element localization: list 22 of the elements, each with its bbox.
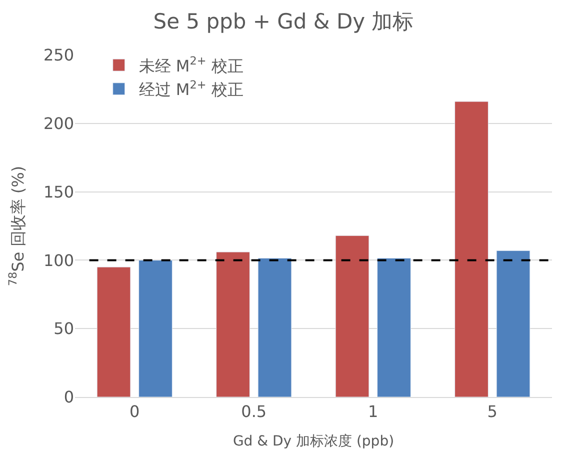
bar <box>377 258 411 397</box>
y-tick-label: 100 <box>43 250 74 270</box>
y-tick-label: 0 <box>64 388 74 407</box>
bar <box>216 252 250 397</box>
y-tick-label: 150 <box>43 182 74 202</box>
bar <box>96 266 131 397</box>
x-tick-label: 5 <box>487 402 498 422</box>
bar <box>496 250 530 397</box>
legend-label: 未经 M$^{2+}$ 校正 <box>138 54 244 76</box>
bar <box>454 101 488 397</box>
x-tick-label: 0 <box>130 402 140 422</box>
y-tick-label: 50 <box>54 319 74 338</box>
x-tick-label: 1 <box>368 402 378 422</box>
x-tick-label: 0.5 <box>241 402 267 422</box>
bar <box>258 258 292 397</box>
bar <box>335 235 370 397</box>
chart-title: Se 5 ppb + Gd & Dy 加标 <box>153 9 414 34</box>
y-tick-label: 250 <box>43 46 74 65</box>
x-axis-title: Gd & Dy 加标浓度 (ppb) <box>232 434 394 450</box>
y-tick-label: 200 <box>43 114 74 133</box>
legend-label: 经过 M$^{2+}$ 校正 <box>138 78 244 100</box>
bar <box>138 260 172 397</box>
